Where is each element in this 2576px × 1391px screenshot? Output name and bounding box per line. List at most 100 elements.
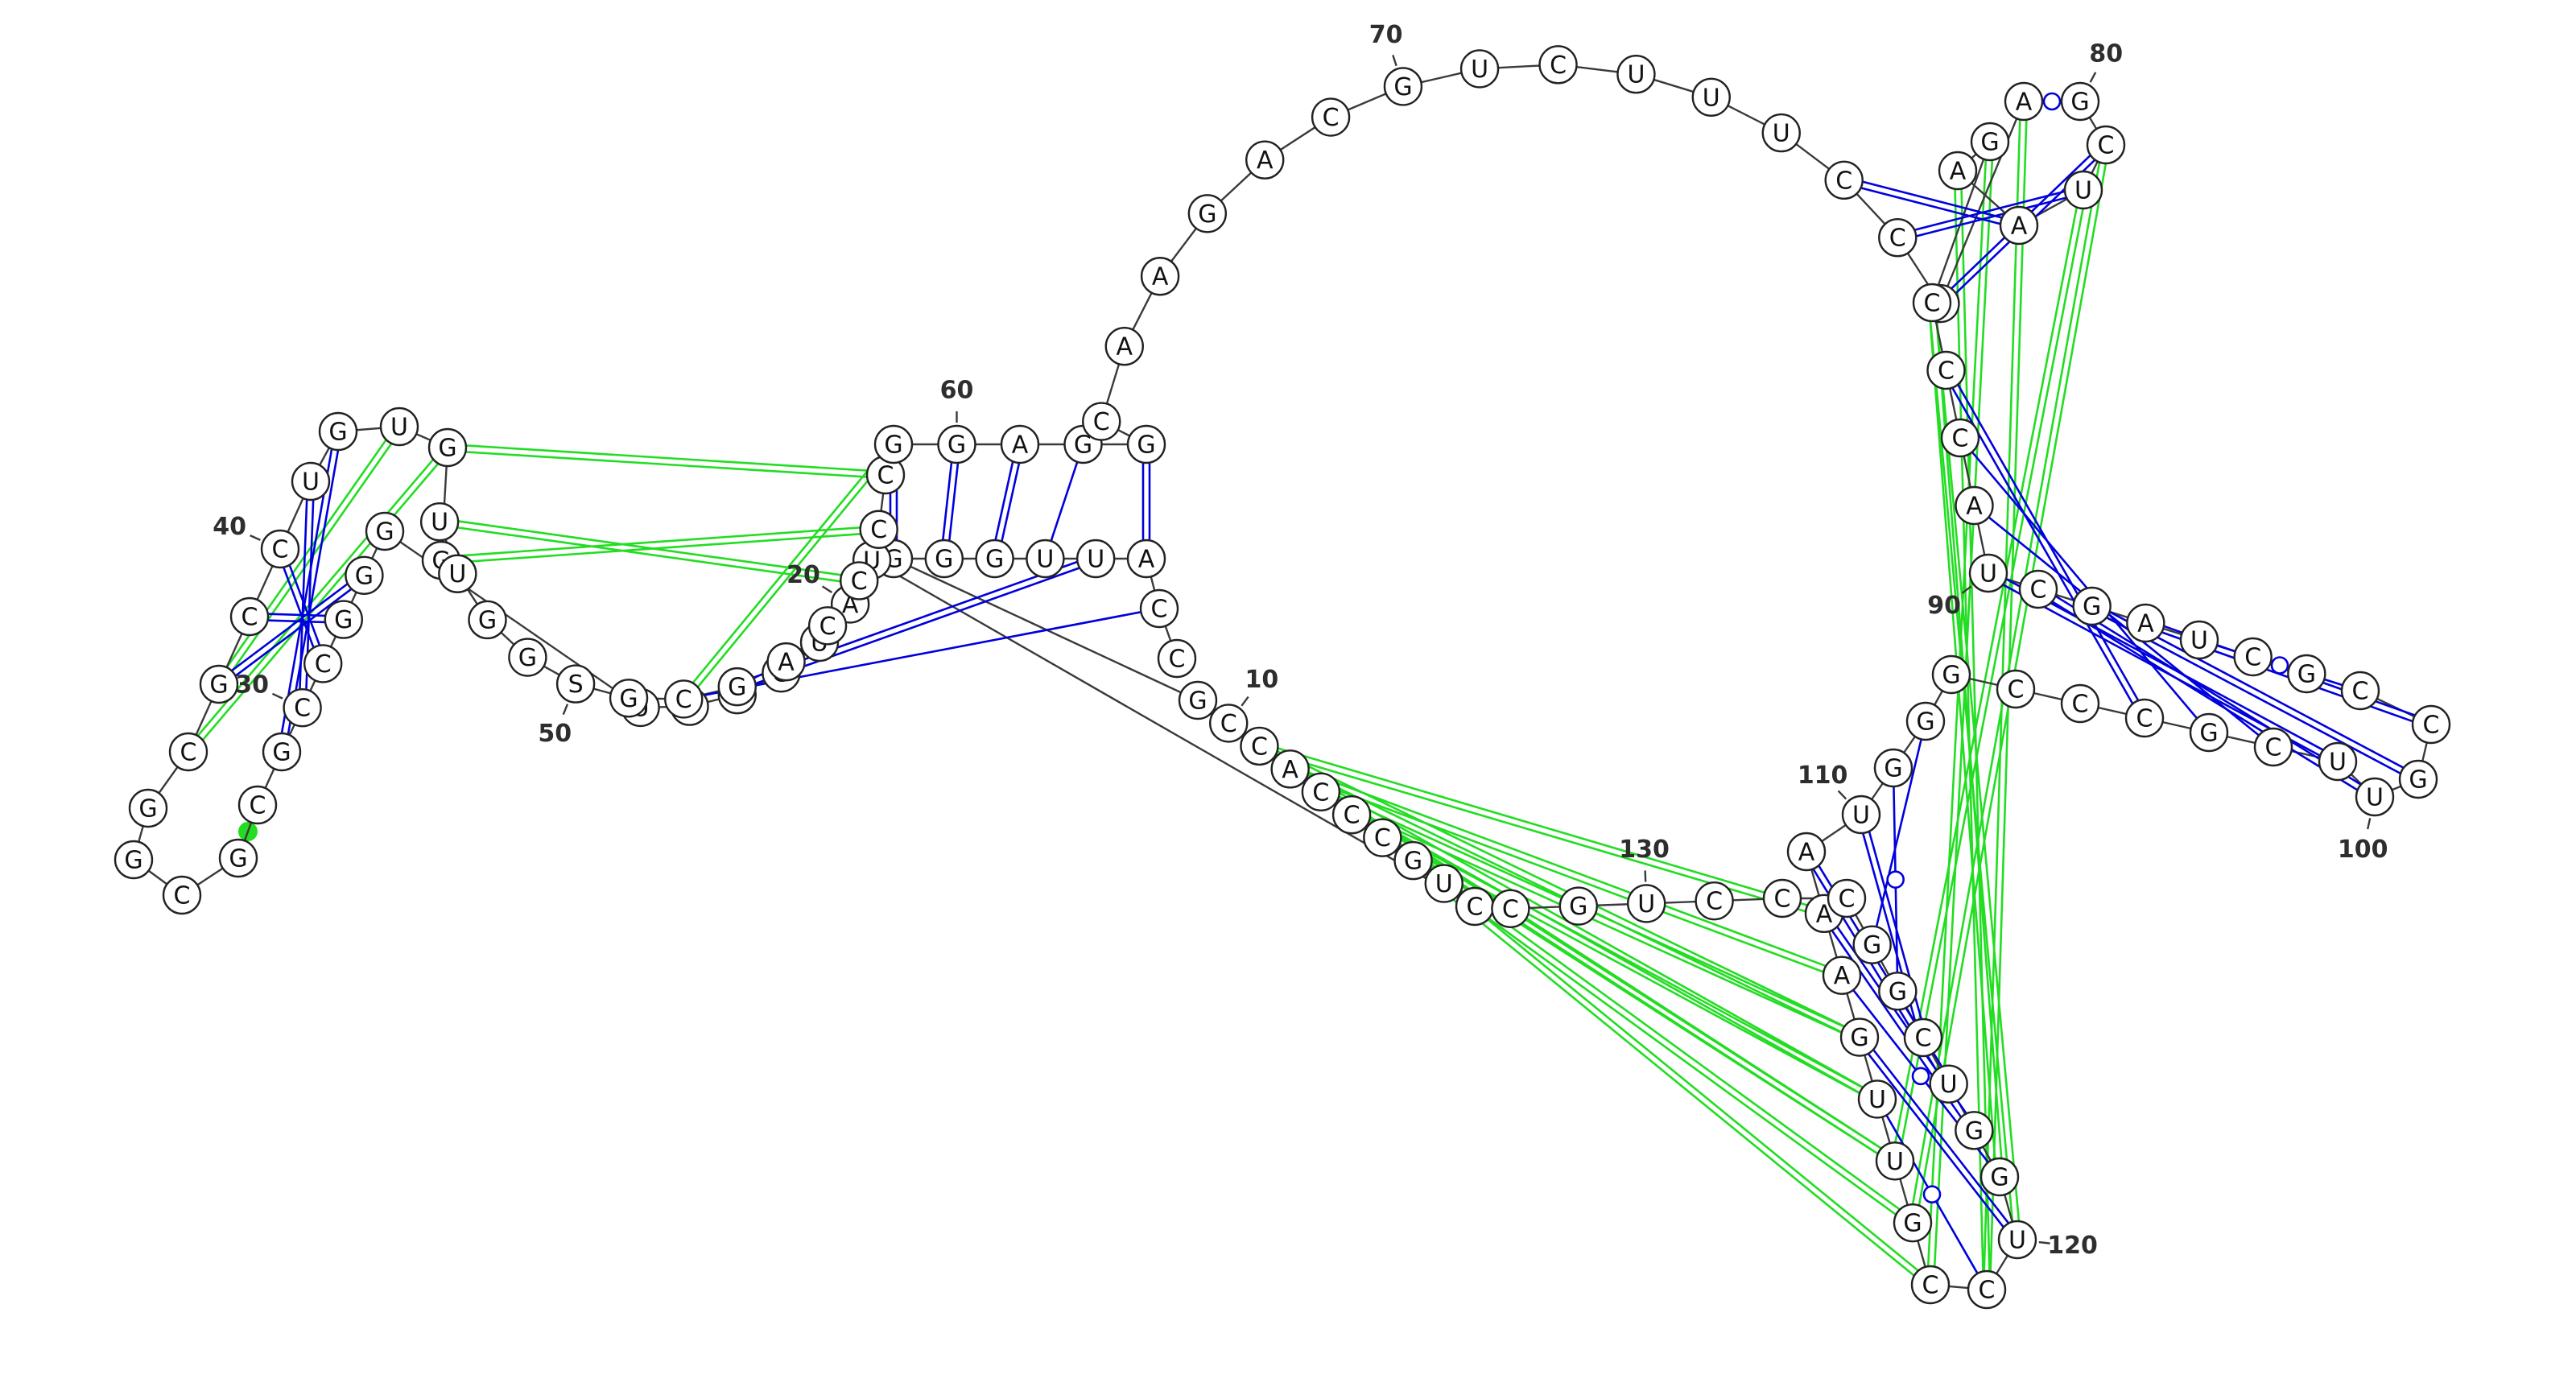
- base-pair: [267, 613, 325, 624]
- nucleotide-letter: A: [2011, 213, 2028, 241]
- nucleotide-letter: A: [2016, 89, 2033, 117]
- nucleotide: C: [2233, 637, 2273, 677]
- nucleotide-circle: [1140, 257, 1180, 296]
- wobble-marker: [2270, 656, 2289, 675]
- position-label: 60: [940, 377, 974, 405]
- nucleotide-circle: [1363, 818, 1402, 857]
- nucleotide-letter: A: [1816, 900, 1833, 928]
- nucleotide-circle: [1926, 350, 1966, 390]
- nucleotide: U: [1075, 539, 1116, 579]
- nucleotide-circle: [1857, 1079, 1897, 1119]
- nucleotide-letter: G: [272, 739, 291, 767]
- position-tick: [250, 535, 261, 541]
- nucleotide-letter: C: [180, 739, 197, 767]
- nucleotide-circle: [1968, 553, 2008, 593]
- tertiary-interaction-stroke: [1929, 321, 1996, 1159]
- nucleotide-circle: [2018, 569, 2058, 609]
- nucleotide-circle: [1393, 840, 1433, 881]
- nucleotide: U: [379, 407, 419, 447]
- nucleotide-circle: [2411, 704, 2451, 745]
- nucleotide-letter: C: [1952, 425, 1969, 453]
- nucleotide-circle: [468, 600, 507, 640]
- nucleotide: C: [168, 732, 208, 772]
- nucleotide: U: [1026, 539, 1065, 579]
- nucleotide-letter: C: [2265, 734, 2282, 762]
- nucleotide: U: [1616, 55, 1656, 94]
- nucleotide-circle: [291, 461, 331, 502]
- nucleotide: G: [128, 788, 168, 828]
- wobble-marker: [1886, 870, 1905, 889]
- nucleotide-circle: [2287, 654, 2326, 694]
- nucleotide-circle: [1245, 140, 1285, 180]
- position-label: 30: [235, 671, 269, 699]
- tertiary-interaction-stroke: [457, 526, 841, 583]
- nucleotide: C: [1082, 402, 1121, 441]
- nucleotide-letter: A: [1117, 333, 1133, 361]
- nucleotide-circle: [1761, 113, 1801, 153]
- nucleotide-letter: A: [1950, 158, 1967, 186]
- nucleotide-circle: [128, 788, 168, 828]
- nucleotide-circle: [2072, 586, 2112, 626]
- nucleotide: G: [1852, 925, 1892, 964]
- nucleotide: G: [1970, 122, 2010, 162]
- base-pair: [280, 448, 340, 735]
- nucleotide: A: [766, 642, 806, 682]
- nucleotide: G: [1178, 680, 1218, 720]
- nucleotide-letter: C: [1550, 52, 1567, 80]
- position-tick: [562, 704, 569, 716]
- position-tick: [1837, 790, 1847, 800]
- nucleotide-letter: U: [2074, 177, 2092, 205]
- nucleotide-letter: C: [1706, 888, 1723, 916]
- nucleotide-circle: [427, 427, 468, 468]
- nucleotide: G: [199, 664, 239, 704]
- nucleotide-circle: [2063, 170, 2103, 210]
- nucleotide-letter: U: [1940, 1071, 1958, 1099]
- base-pair-stroke: [2054, 595, 2362, 786]
- nucleotide-letter: C: [2008, 676, 2025, 704]
- nucleotide: C: [1538, 45, 1578, 85]
- nucleotide: C: [2411, 704, 2451, 745]
- nucleotide-letter: G: [1404, 848, 1422, 876]
- nucleotide-letter: C: [1467, 894, 1484, 922]
- nucleotide-circle: [1878, 972, 1918, 1011]
- nucleotide-letter: G: [1942, 662, 1960, 690]
- nucleotide: G: [975, 539, 1014, 579]
- base-pair-stroke: [268, 613, 325, 617]
- nucleotide-letter: C: [1323, 104, 1340, 132]
- nucleotide: A: [1822, 956, 1862, 995]
- nucleotide-letter: G: [1137, 431, 1155, 460]
- tertiary-interaction-stroke: [466, 444, 868, 472]
- tertiary-interaction-stroke: [201, 463, 440, 741]
- nucleotide-circle: [975, 539, 1014, 579]
- nucleotide-circle: [859, 510, 898, 549]
- nucleotide-letter: G: [1884, 755, 1902, 783]
- nucleotide-letter: C: [870, 516, 887, 544]
- nucleotide: C: [1967, 1269, 2007, 1310]
- nucleotide: A: [1999, 205, 2039, 246]
- nucleotide-letter: C: [2423, 712, 2440, 740]
- nucleotide: A: [1126, 539, 1166, 579]
- nucleotide-letter: C: [1374, 824, 1391, 852]
- nucleotide: C: [807, 606, 848, 646]
- nucleotide: C: [1912, 283, 1952, 323]
- nucleotide: C: [1209, 704, 1249, 743]
- nucleotide-circle: [199, 664, 239, 704]
- nucleotide-letter: G: [355, 562, 374, 590]
- nucleotide: G: [2287, 654, 2326, 694]
- nucleotide-circle: [1938, 151, 1978, 191]
- nucleotide-letter: C: [1093, 408, 1110, 436]
- tertiary-interaction-stroke: [1278, 747, 1808, 906]
- base-pair-stroke: [287, 450, 340, 735]
- base-pair: [1050, 461, 1079, 542]
- nucleotide-circle: [1126, 539, 1166, 579]
- nucleotide-letter: C: [1151, 596, 1168, 624]
- nucleotides: CCAUUGGGGCCACCCGUCUAUGUUUGGGCCGCGCGGCGCC…: [114, 45, 2451, 1310]
- nucleotide: G: [1931, 654, 1971, 695]
- base-pair: [1141, 463, 1151, 540]
- nucleotide-letter: G: [1198, 200, 1216, 229]
- position-tick: [1961, 585, 1972, 594]
- position-label: 90: [1927, 592, 1961, 620]
- base-pair-stroke: [2051, 601, 2359, 791]
- tertiary-interaction-stroke: [1901, 208, 2084, 1144]
